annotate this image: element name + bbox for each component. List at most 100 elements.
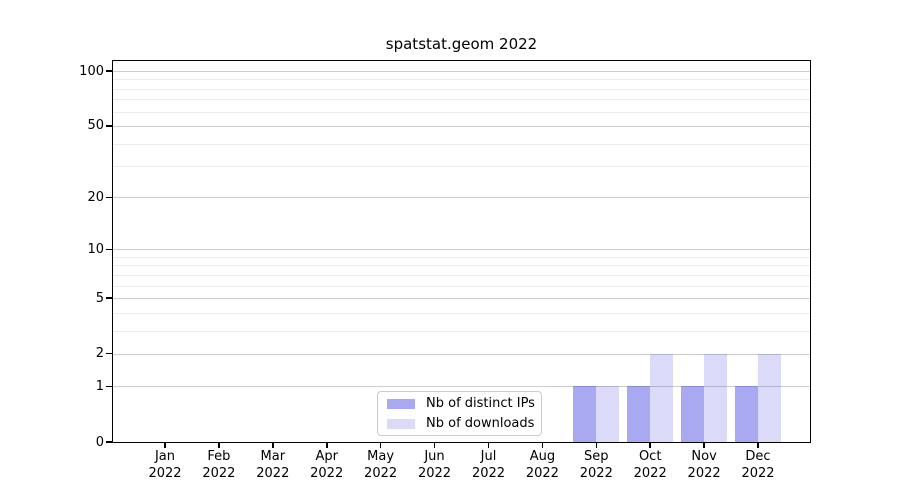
y-tick-label: 20 (87, 189, 104, 205)
gridline-minor (113, 312, 810, 314)
gridline-minor (113, 88, 810, 90)
y-axis-tick (106, 248, 112, 250)
gridline-minor (113, 274, 810, 276)
x-axis-tick (433, 443, 436, 448)
gridline-major (113, 197, 810, 199)
x-tick-label-month: May (367, 449, 395, 464)
x-tick-label-year: 2022 (148, 466, 182, 481)
x-axis-tick (326, 443, 328, 448)
x-axis-tick (379, 443, 382, 448)
bar-downloads (650, 353, 674, 442)
x-tick-label-month: Sep (584, 449, 609, 464)
x-axis-tick (757, 443, 759, 448)
gridline-minor (113, 265, 810, 267)
x-tick-label: Nov 2022 (674, 448, 734, 482)
bar-distinct-ips (735, 386, 758, 442)
x-tick-label: Aug 2022 (512, 448, 572, 482)
y-axis-tick (106, 70, 112, 72)
gridline-major (113, 386, 810, 388)
y-tick-label: 5 (95, 290, 104, 306)
gridline-minor (113, 166, 810, 167)
bar-distinct-ips (681, 386, 705, 442)
y-tick-label: 2 (95, 346, 104, 362)
x-axis-tick (164, 443, 166, 448)
x-axis-tick (703, 443, 705, 448)
x-tick-label-month: Feb (207, 449, 231, 464)
legend-label: Nb of downloads (426, 415, 535, 431)
chart-title: spatstat.geom 2022 (385, 35, 538, 53)
legend-swatch (387, 398, 415, 409)
x-axis-tick (541, 443, 544, 448)
gridline-minor (113, 99, 810, 101)
y-axis-tick (106, 125, 112, 127)
x-tick-label-year: 2022 (256, 466, 290, 481)
x-axis-tick (272, 443, 274, 448)
x-tick-label-month: Jun (424, 449, 445, 464)
x-tick-label-year: 2022 (633, 466, 667, 481)
x-tick-label-month: Apr (315, 449, 338, 464)
x-axis-tick (218, 443, 220, 448)
legend-label: Nb of distinct IPs (426, 395, 535, 411)
gridline-minor (113, 256, 810, 258)
x-tick-label: Apr 2022 (297, 448, 357, 482)
x-tick-label-year: 2022 (687, 466, 721, 481)
x-tick-label: Sep 2022 (566, 448, 626, 482)
gridline-minor (113, 143, 810, 145)
gridline-major (113, 298, 810, 299)
x-tick-label-month: Nov (691, 449, 717, 464)
x-tick-label: Mar 2022 (243, 448, 303, 482)
legend-swatch (387, 418, 415, 429)
x-tick-label-year: 2022 (202, 466, 236, 481)
legend: Nb of distinct IPs Nb of downloads (377, 391, 542, 436)
x-tick-label-year: 2022 (579, 466, 613, 481)
gridline-minor (113, 330, 810, 332)
x-tick-label-year: 2022 (417, 466, 452, 481)
y-axis-tick (106, 385, 112, 387)
x-tick-label-month: Dec (745, 449, 771, 464)
y-axis-tick (106, 297, 112, 299)
x-axis-tick (649, 443, 651, 448)
x-tick-label: Jan 2022 (135, 448, 195, 482)
gridline-major (113, 249, 810, 251)
x-axis-tick (595, 443, 597, 448)
y-axis-tick (106, 196, 112, 198)
x-tick-label: May 2022 (351, 448, 411, 482)
gridline-minor (113, 111, 810, 113)
bar-downloads (758, 353, 781, 442)
x-tick-label-year: 2022 (471, 466, 506, 481)
bar-downloads (596, 386, 620, 442)
gridline-major (113, 125, 810, 127)
x-tick-label-year: 2022 (310, 466, 344, 481)
y-tick-label: 1 (95, 378, 104, 394)
x-tick-label-year: 2022 (364, 466, 398, 481)
x-tick-label-month: Jul (480, 449, 497, 464)
legend-entry: Nb of downloads (387, 415, 535, 432)
gridline-minor (113, 79, 810, 81)
y-tick-label: 0 (95, 434, 104, 450)
x-tick-label: Jul 2022 (459, 448, 519, 482)
x-tick-label: Feb 2022 (189, 448, 249, 482)
gridline-major (113, 71, 810, 72)
y-tick-label: 100 (79, 63, 104, 79)
y-tick-label: 10 (87, 241, 104, 257)
gridline-minor (113, 285, 810, 287)
gridline-major (113, 353, 810, 355)
y-axis-tick (106, 441, 112, 443)
bar-distinct-ips (627, 386, 651, 442)
x-tick-label: Dec 2022 (728, 448, 788, 482)
bar-downloads (704, 353, 728, 442)
x-tick-label: Jun 2022 (405, 448, 465, 482)
legend-entry: Nb of distinct IPs (387, 395, 535, 412)
bar-distinct-ips (573, 386, 597, 442)
x-tick-label-month: Oct (638, 449, 662, 464)
y-axis-tick (106, 352, 112, 355)
x-tick-label-year: 2022 (741, 466, 775, 481)
x-tick-label-month: Aug (529, 449, 556, 464)
x-axis-tick (487, 443, 490, 448)
x-tick-label-month: Mar (260, 449, 286, 464)
x-tick-label-year: 2022 (525, 466, 559, 481)
x-tick-label-month: Jan (154, 449, 176, 464)
y-tick-label: 50 (87, 118, 104, 134)
x-tick-label: Oct 2022 (620, 448, 680, 482)
